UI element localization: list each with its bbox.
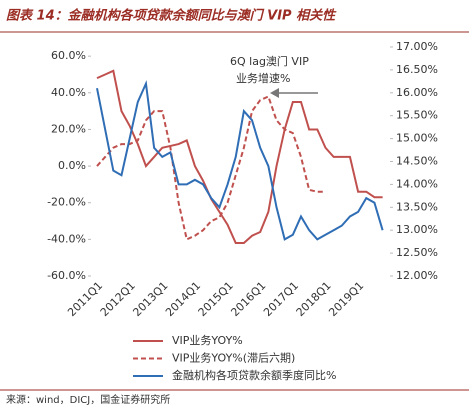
source: 来源：wind，DICJ，国金证券研究所	[6, 393, 170, 406]
legend-label: 金融机构各项贷款余额季度同比%	[172, 368, 336, 382]
x-tick-label: 2012Q1	[98, 279, 138, 319]
y-tick-label: -20.0%	[47, 196, 86, 209]
x-tick-label: 2018Q1	[294, 279, 334, 319]
y-tick-label: -60.0%	[47, 269, 86, 282]
y2-tick-label: 14.00%	[396, 177, 438, 190]
y2-tick-label: 13.00%	[396, 223, 438, 236]
x-tick-label: 2015Q1	[196, 279, 236, 319]
y2-tick-label: 15.00%	[396, 132, 438, 145]
y2-tick-label: 16.50%	[396, 63, 438, 76]
series-line	[96, 95, 326, 241]
series-line	[96, 69, 383, 245]
y-tick-label: 20.0%	[51, 122, 86, 135]
series-line	[96, 79, 384, 241]
x-tick-label: 2011Q1	[65, 279, 105, 319]
x-tick-label: 2013Q1	[130, 279, 170, 319]
annotation: 6Q lag澳门 VIP	[230, 54, 309, 68]
y2-tick-label: 13.50%	[396, 200, 438, 213]
x-tick-label: 2014Q1	[163, 279, 203, 319]
y-tick-label: -40.0%	[47, 232, 86, 245]
x-tick-label: 2017Q1	[261, 279, 301, 319]
annotation: 业务增速%	[236, 71, 290, 85]
arrow-head	[270, 88, 279, 98]
y-tick-label: 0.0%	[58, 159, 86, 172]
y2-tick-label: 17.00%	[396, 40, 438, 53]
y2-tick-label: 12.00%	[396, 269, 438, 282]
x-tick-label: 2019Q1	[326, 279, 366, 319]
y-tick-label: 60.0%	[51, 49, 86, 62]
y2-tick-label: 16.00%	[396, 86, 438, 99]
y-tick-label: 40.0%	[51, 86, 86, 99]
legend-label: VIP业务YOY%(滞后六期)	[172, 352, 295, 365]
y2-tick-label: 15.50%	[396, 109, 438, 122]
legend-label: VIP业务YOY%	[172, 334, 243, 347]
y2-tick-label: 12.50%	[396, 246, 438, 259]
y2-tick-label: 14.50%	[396, 155, 438, 168]
x-tick-label: 2016Q1	[228, 279, 268, 319]
chart-title: 图表 14：金融机构各项贷款余额同比与澳门 VIP 相关性	[6, 8, 337, 24]
